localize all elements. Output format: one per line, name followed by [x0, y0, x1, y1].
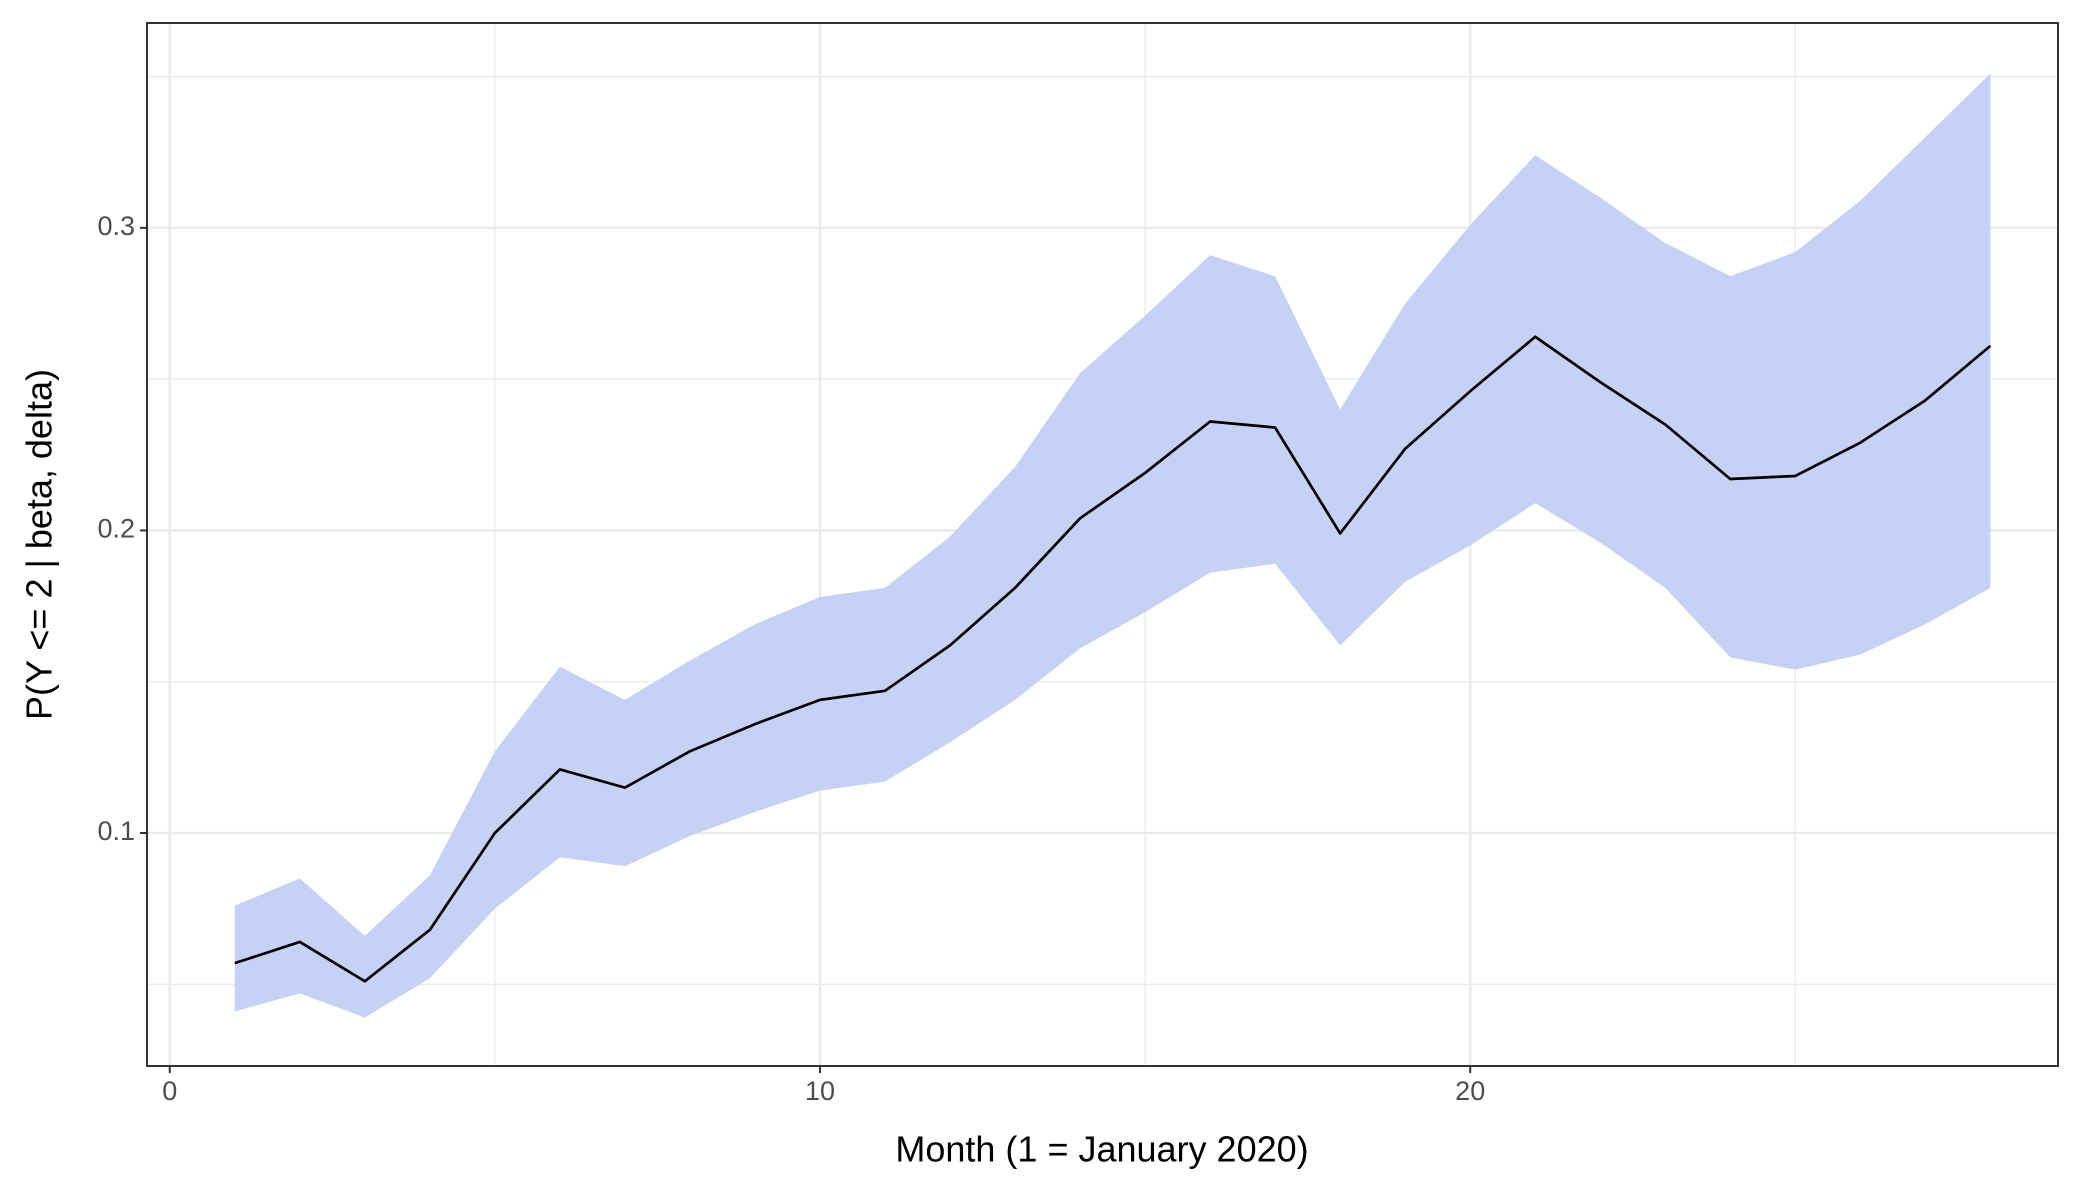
x-tick-label: 20	[1455, 1076, 1485, 1106]
x-axis-title: Month (1 = January 2020)	[895, 1129, 1308, 1170]
y-tick-label: 0.2	[97, 514, 135, 544]
confidence-band	[234, 73, 1991, 1018]
y-tick-label: 0.1	[97, 816, 135, 846]
line	[234, 335, 1992, 983]
y-tick-label: 0.3	[97, 211, 135, 241]
x-tick-label: 0	[162, 1076, 177, 1106]
y-axis-title: P(Y <= 2 | beta, delta)	[19, 369, 60, 720]
panel-border	[146, 22, 2059, 1067]
x-tick-label: 10	[805, 1076, 835, 1106]
